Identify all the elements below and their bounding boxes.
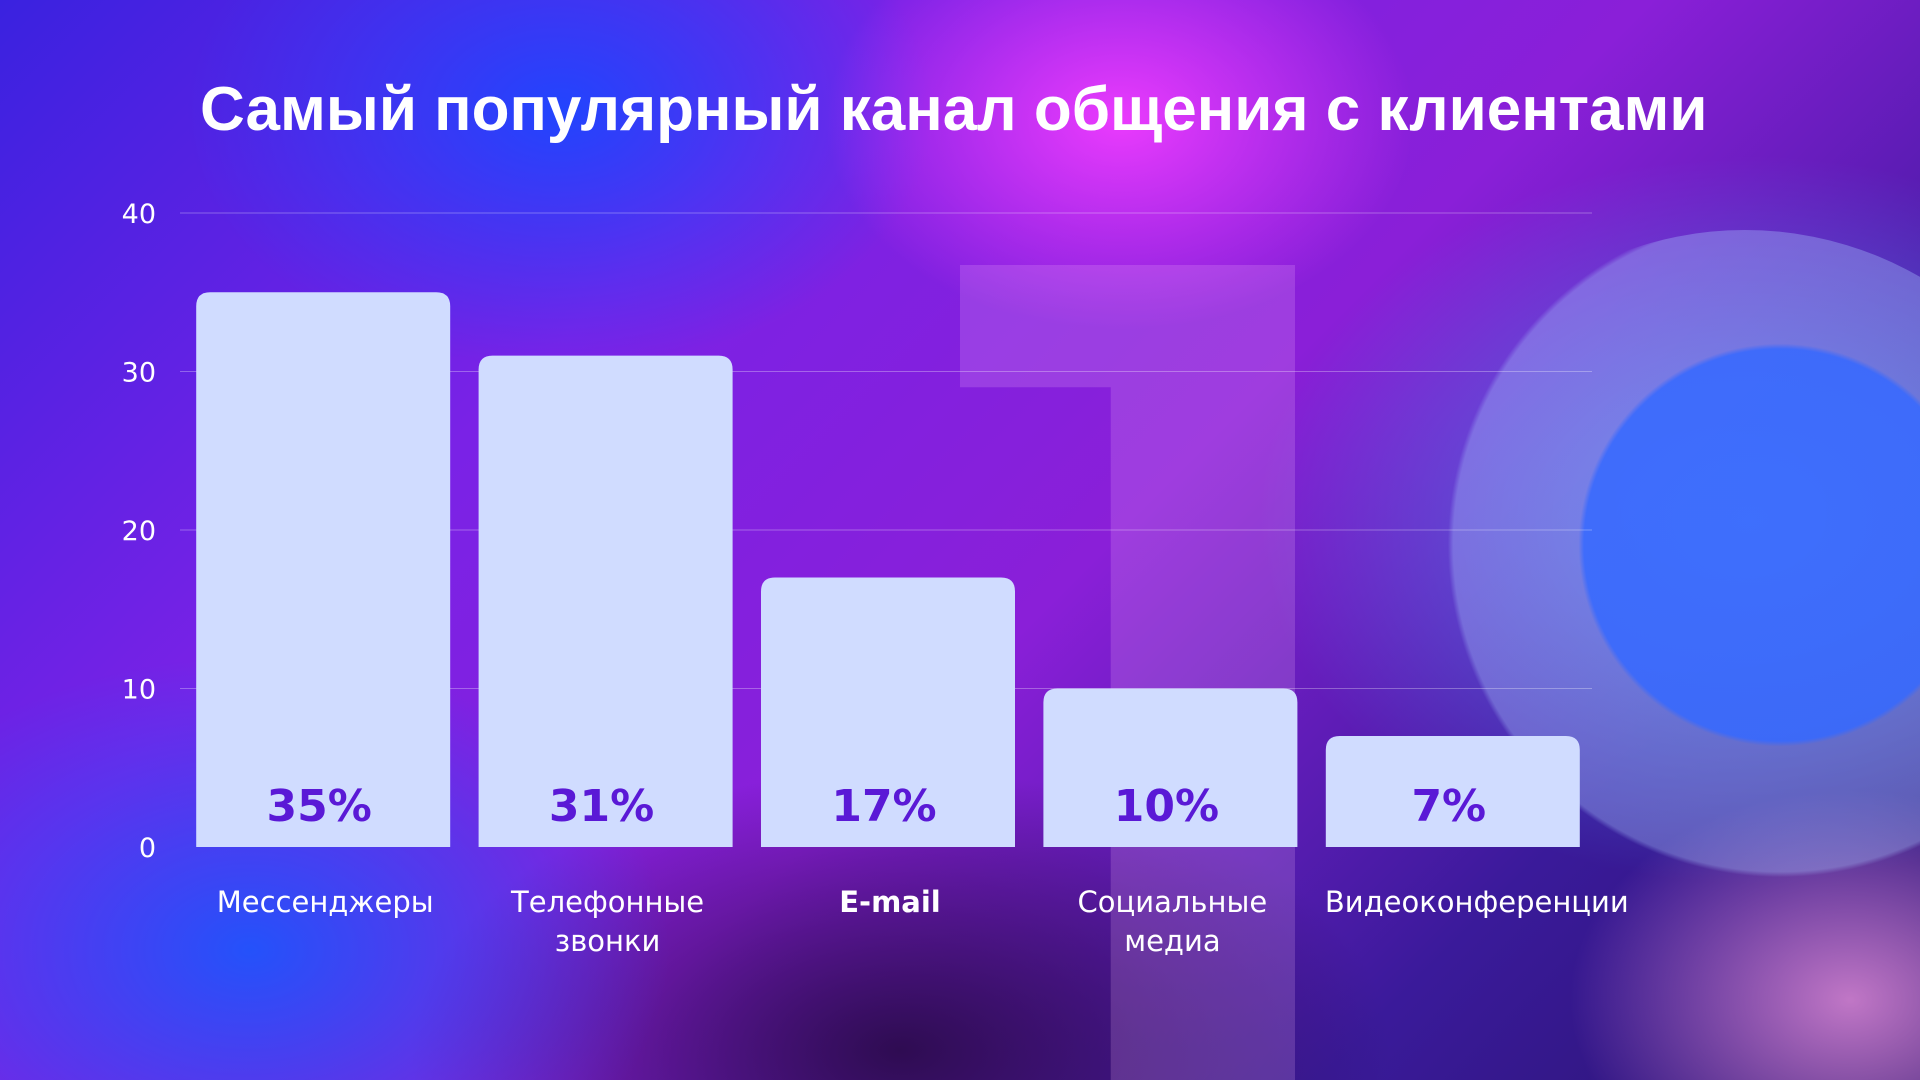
category-label: Видеоконференции xyxy=(1325,885,1629,919)
category-label: звонки xyxy=(555,924,661,958)
bar-0 xyxy=(196,292,451,847)
bar-value-label: 31% xyxy=(549,781,654,832)
y-tick-label: 40 xyxy=(122,199,156,230)
bar-1 xyxy=(478,355,733,847)
category-label: Социальные xyxy=(1078,885,1268,919)
bar-value-label: 17% xyxy=(831,781,936,832)
bar-3 xyxy=(1043,688,1298,847)
bar-value-label: 35% xyxy=(267,781,372,832)
category-label: Мессенджеры xyxy=(217,885,434,919)
category-label: E-mail xyxy=(839,885,941,919)
y-tick-label: 0 xyxy=(139,833,156,864)
bar-2 xyxy=(761,577,1015,847)
category-label: медиа xyxy=(1124,924,1220,958)
bar-4 xyxy=(1325,736,1580,847)
slide-title: Самый популярный канал общения с клиента… xyxy=(200,75,1708,144)
category-label: Телефонные xyxy=(510,885,704,919)
y-tick-label: 10 xyxy=(122,675,156,706)
y-tick-label: 30 xyxy=(122,358,156,389)
bar-value-label: 7% xyxy=(1411,781,1486,832)
y-tick-label: 20 xyxy=(122,516,156,547)
bar-value-label: 10% xyxy=(1114,781,1219,832)
